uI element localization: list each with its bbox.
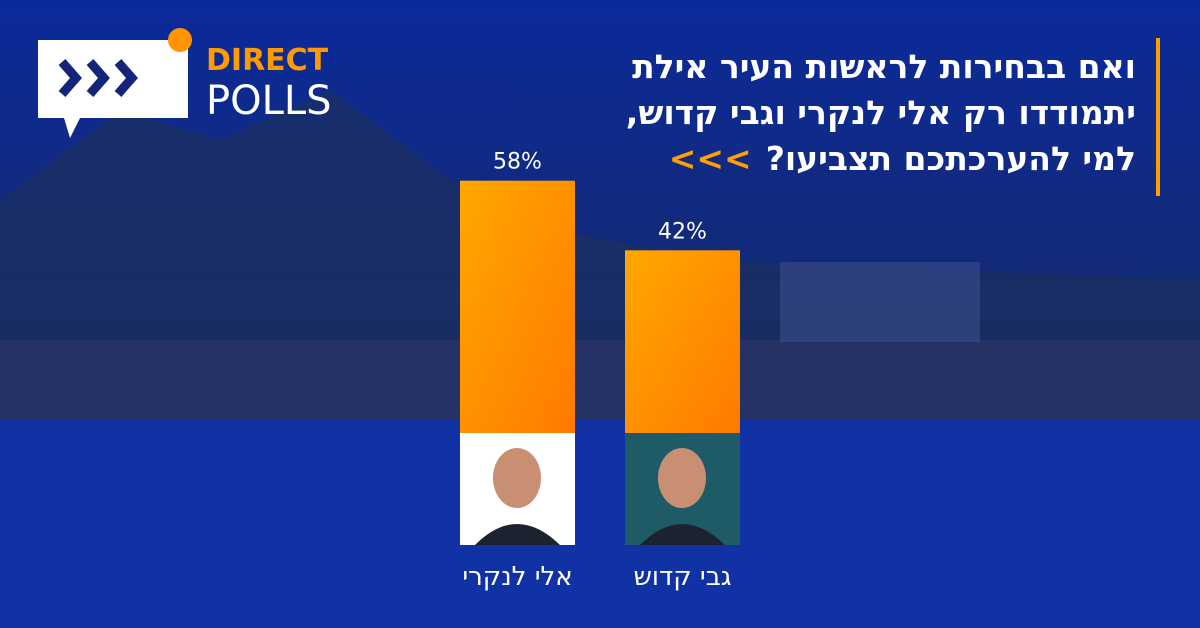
value-label: 42%: [658, 219, 707, 244]
title-text: ואם בבחירות לראשות העיר אילת: [632, 47, 1136, 86]
sea: [0, 420, 1200, 628]
value-label: 58%: [493, 150, 542, 175]
candidate-face: [658, 448, 706, 508]
logo-text: DIRECT: [206, 43, 329, 78]
title-text: יתמודדו רק אלי לנקרי וגבי קדוש,: [625, 93, 1136, 132]
bar: [625, 250, 740, 433]
title-text: למי להערכתכם תצביעו?: [765, 139, 1136, 178]
bar: [460, 180, 575, 433]
category-label: אלי לנקרי: [462, 562, 572, 592]
title-marker: <<<: [668, 139, 752, 178]
chart-title: ואם בבחירות לראשות העיר אילת יתמודדו רק א…: [516, 44, 1136, 182]
title-line: למי להערכתכם תצביעו? <<<: [516, 136, 1136, 182]
candidate-silhouette: [640, 524, 725, 545]
logo-text: POLLS: [206, 78, 332, 124]
category-label: גבי קדוש: [634, 562, 732, 592]
logo-chevrons: [58, 59, 138, 97]
beach: [0, 340, 1200, 420]
title-line: ואם בבחירות לראשות העיר אילת: [516, 44, 1136, 90]
logo: DIRECT POLLS: [38, 28, 332, 138]
logo-bubble: [38, 40, 188, 138]
candidate-silhouette: [475, 524, 560, 545]
logo-dot: [168, 28, 192, 52]
title-line: יתמודדו רק אלי לנקרי וגבי קדוש,: [516, 90, 1136, 136]
hotel: [780, 262, 980, 342]
candidate-face: [493, 448, 541, 508]
